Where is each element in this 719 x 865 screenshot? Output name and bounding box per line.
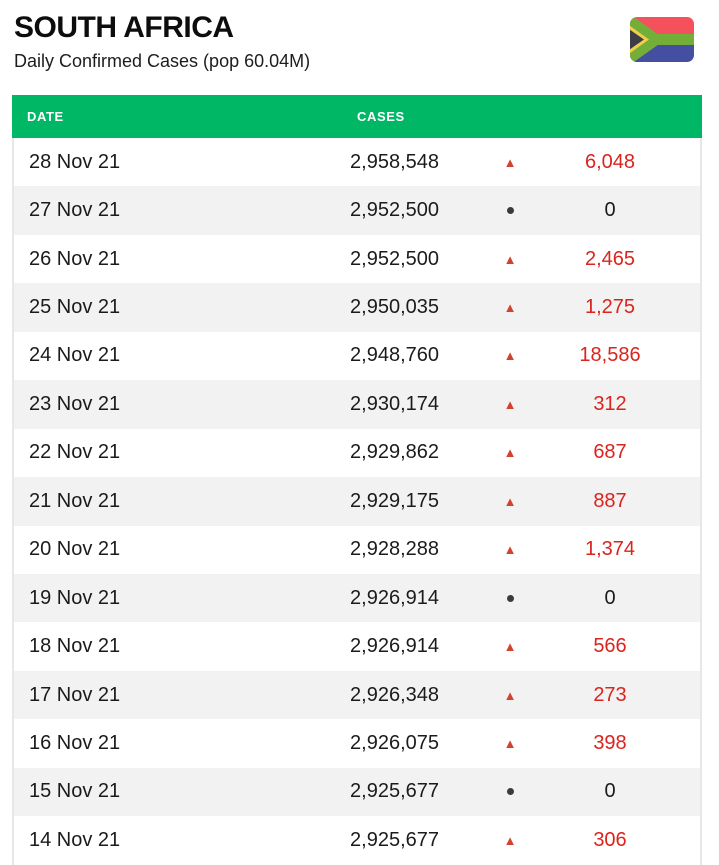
daily-change-cell: 2,465 [584, 247, 636, 270]
table-row: 27 Nov 21 2,952,500 0 [14, 186, 700, 235]
south-africa-flag-icon [630, 17, 694, 62]
cases-cell: 2,952,500 [350, 247, 439, 270]
cases-cell: 2,925,677 [350, 828, 439, 851]
increase-triangle-icon: ▲ [503, 300, 517, 316]
table-row: 25 Nov 21 2,950,035 ▲ 1,275 [14, 283, 700, 332]
daily-change-cell: 1,374 [584, 538, 636, 561]
date-cell: 14 Nov 21 [29, 828, 121, 851]
cases-cell: 2,948,760 [350, 344, 439, 367]
date-cell: 16 Nov 21 [29, 731, 121, 754]
table-row: 17 Nov 21 2,926,348 ▲ 273 [14, 670, 700, 720]
date-cell: 15 Nov 21 [29, 780, 121, 803]
increase-triangle-icon: ▲ [503, 445, 517, 461]
table-row: 20 Nov 21 2,928,288 ▲ 1,374 [14, 525, 700, 574]
cases-cell: 2,930,174 [350, 392, 439, 415]
increase-triangle-icon: ▲ [503, 639, 517, 655]
daily-change-cell: 887 [593, 489, 627, 512]
no-change-dot-icon [506, 788, 514, 796]
date-cell: 26 Nov 21 [29, 247, 121, 270]
date-cell: 28 Nov 21 [29, 150, 121, 173]
date-cell: 24 Nov 21 [29, 344, 121, 367]
date-cell: 23 Nov 21 [29, 392, 121, 415]
table-row: 28 Nov 21 2,958,548 ▲ 6,048 [14, 138, 700, 187]
cases-cell: 2,926,914 [350, 586, 439, 609]
cases-cell: 2,929,175 [350, 489, 439, 512]
daily-change-cell: 306 [593, 828, 627, 851]
table-row: 15 Nov 21 2,925,677 0 [14, 767, 700, 817]
increase-triangle-icon: ▲ [503, 493, 517, 509]
table-row: 21 Nov 21 2,929,175 ▲ 887 [14, 477, 700, 526]
daily-change-cell: 566 [593, 635, 627, 658]
page-header: SOUTH AFRICA Daily Confirmed Cases (pop … [0, 0, 719, 95]
date-cell: 25 Nov 21 [29, 296, 121, 319]
table-row: 23 Nov 21 2,930,174 ▲ 312 [14, 380, 700, 429]
table-header-row: DATE CASES [12, 95, 702, 138]
increase-triangle-icon: ▲ [503, 348, 517, 364]
cases-cell: 2,952,500 [350, 199, 439, 222]
increase-triangle-icon: ▲ [503, 542, 517, 558]
table-row: 19 Nov 21 2,926,914 0 [14, 573, 700, 623]
daily-change-cell: 1,275 [584, 296, 636, 319]
daily-change-cell: 0 [604, 586, 616, 609]
cases-cell: 2,958,548 [350, 150, 439, 173]
cases-table: DATE CASES 28 Nov 21 2,958,548 ▲ 6,048 2… [12, 95, 702, 865]
increase-triangle-icon: ▲ [503, 251, 517, 267]
table-row: 14 Nov 21 2,925,677 ▲ 306 [14, 816, 700, 865]
date-cell: 18 Nov 21 [29, 635, 121, 658]
date-cell: 19 Nov 21 [29, 586, 121, 609]
daily-change-cell: 312 [593, 392, 627, 415]
cases-cell: 2,928,288 [350, 538, 439, 561]
page-subtitle: Daily Confirmed Cases (pop 60.04M) [14, 50, 311, 71]
increase-triangle-icon: ▲ [503, 735, 517, 751]
table-row: 22 Nov 21 2,929,862 ▲ 687 [14, 428, 700, 478]
daily-change-cell: 0 [604, 199, 616, 222]
page-title: SOUTH AFRICA [14, 11, 234, 44]
date-cell: 17 Nov 21 [29, 683, 121, 706]
daily-change-cell: 273 [593, 683, 627, 706]
column-header-cases: CASES [357, 109, 405, 124]
table-row: 26 Nov 21 2,952,500 ▲ 2,465 [14, 234, 700, 284]
no-change-dot-icon [506, 594, 514, 602]
table-row: 24 Nov 21 2,948,760 ▲ 18,586 [14, 331, 700, 381]
increase-triangle-icon: ▲ [503, 154, 517, 170]
cases-cell: 2,929,862 [350, 441, 439, 464]
daily-change-cell: 687 [593, 441, 627, 464]
cases-cell: 2,926,075 [350, 731, 439, 754]
no-change-dot-icon [506, 207, 514, 215]
table-body: 28 Nov 21 2,958,548 ▲ 6,048 27 Nov 21 2,… [12, 138, 702, 865]
cases-cell: 2,926,348 [350, 683, 439, 706]
daily-change-cell: 18,586 [579, 344, 641, 367]
daily-change-cell: 6,048 [584, 150, 636, 173]
increase-triangle-icon: ▲ [503, 832, 517, 848]
date-cell: 22 Nov 21 [29, 441, 121, 464]
increase-triangle-icon: ▲ [503, 396, 517, 412]
cases-cell: 2,925,677 [350, 780, 439, 803]
daily-change-cell: 0 [604, 780, 616, 803]
increase-triangle-icon: ▲ [503, 687, 517, 703]
cases-cell: 2,950,035 [350, 296, 439, 319]
date-cell: 20 Nov 21 [29, 538, 121, 561]
column-header-date: DATE [27, 109, 64, 124]
daily-change-cell: 398 [593, 731, 627, 754]
table-row: 18 Nov 21 2,926,914 ▲ 566 [14, 622, 700, 671]
cases-cell: 2,926,914 [350, 635, 439, 658]
table-row: 16 Nov 21 2,926,075 ▲ 398 [14, 719, 700, 768]
date-cell: 27 Nov 21 [29, 199, 121, 222]
date-cell: 21 Nov 21 [29, 489, 121, 512]
